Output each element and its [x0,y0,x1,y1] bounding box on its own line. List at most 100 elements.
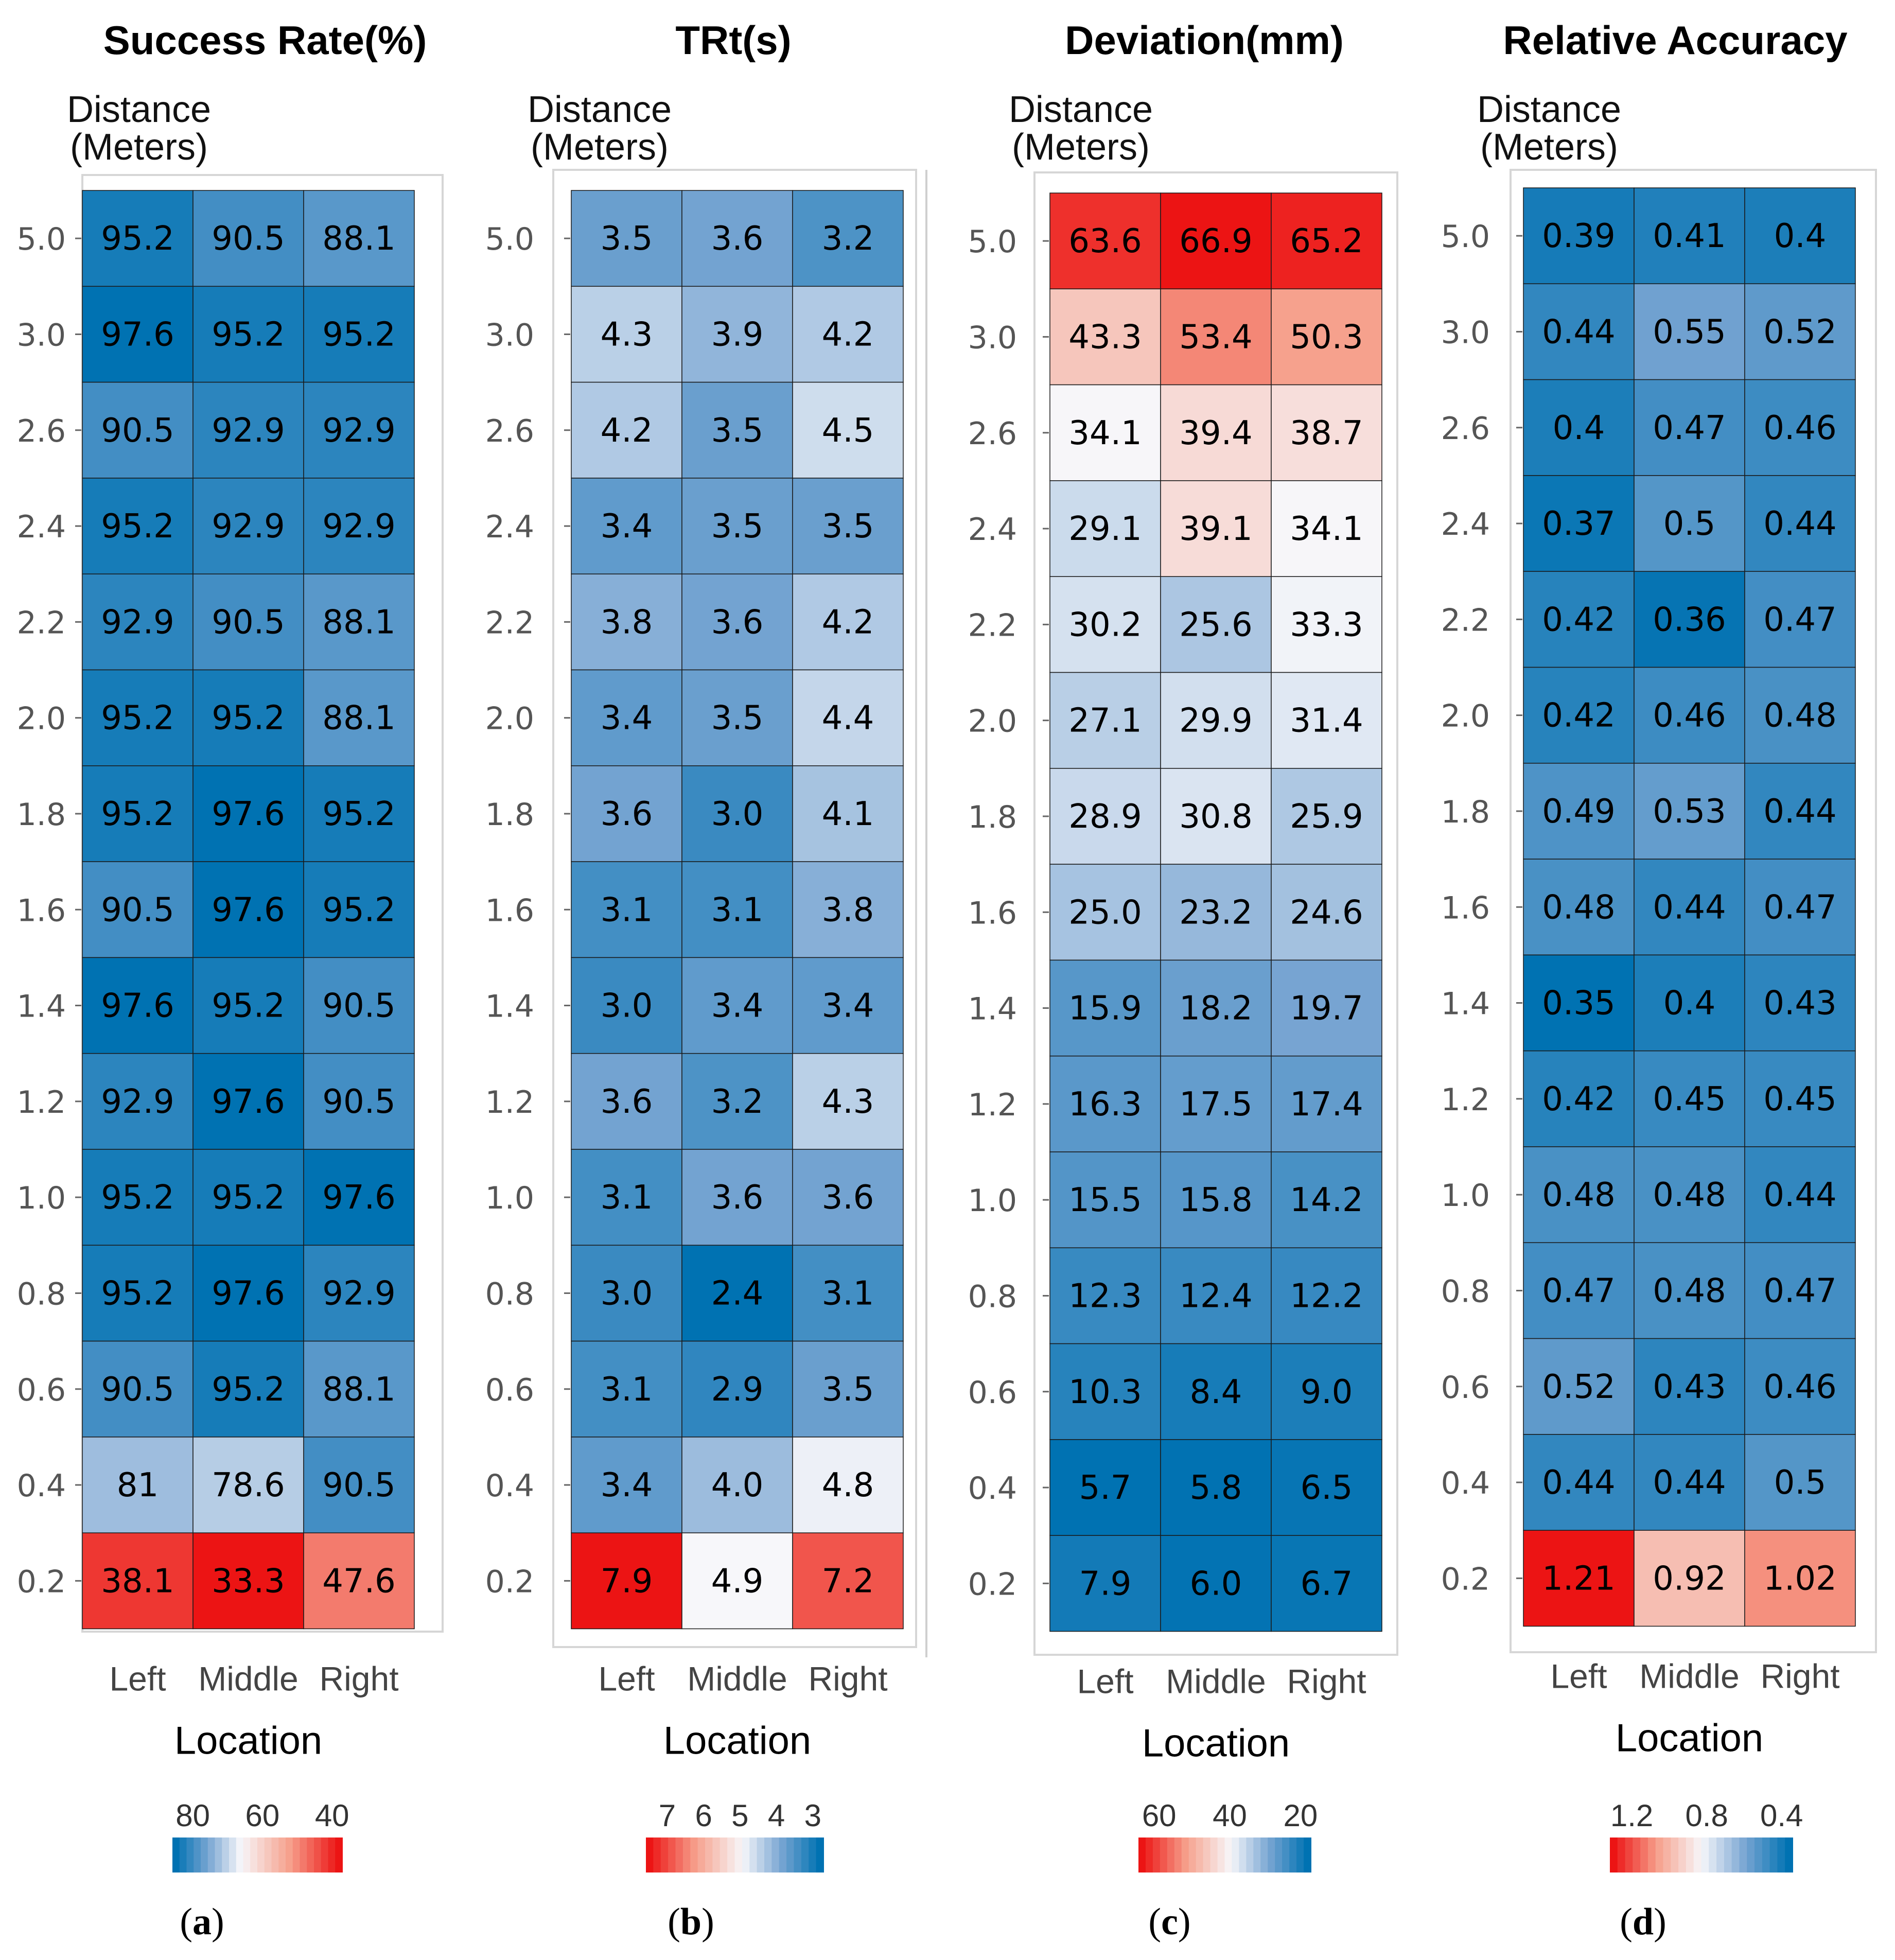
panel-tag: (c) [1148,1901,1190,1943]
cell-value-label: 4.3 [822,1083,874,1121]
y-tick-label: 1.6 [968,895,1017,931]
legend-swatch [1224,1837,1233,1872]
heatmap-cell-1.6-middle [1160,864,1272,961]
heatmap-cell-1.2-right [303,1053,415,1150]
legend-swatch [660,1837,669,1872]
cell-value-label: 3.4 [822,987,874,1025]
y-tick-label: 2.0 [968,704,1017,740]
cell-value-label: 3.0 [601,987,653,1025]
heatmap-cells: 95.2 90.5 88.1 97.6 95.2 95.2 90.5 92.9 92.9 95.2… [82,190,415,1630]
legend-tick-label: 60 [1142,1798,1177,1833]
cell-value-label: 10.3 [1068,1373,1142,1411]
heatmap-cell-1.4-middle [1634,954,1745,1052]
y-tick-label: 0.6 [485,1372,534,1408]
cell-value-label: 3.9 [711,316,764,354]
legend-swatch [801,1837,810,1872]
legend-swatch [727,1837,735,1872]
heatmap-cell-2.0-middle [681,669,793,766]
legend-swatch [194,1837,201,1872]
heatmap-cell-3.0-left [571,286,682,383]
heatmap-cell-1.4-right [303,957,415,1054]
cell-value-label: 16.3 [1068,1086,1142,1124]
heatmap-cell-1.8-right [1744,763,1856,860]
legend-swatch [1304,1837,1311,1872]
panel-tag-letter: a [192,1901,212,1943]
y-tick-label: 5.0 [968,224,1017,260]
legend-swatch [1671,1837,1679,1872]
cell-value-label: 28.9 [1068,798,1142,836]
legend-swatch [1625,1837,1634,1872]
heatmap-cell-0.2-right [303,1532,415,1630]
cell-value-label: 39.1 [1179,510,1253,548]
legend-swatch [229,1837,237,1872]
x-tick-label: Middle [1166,1662,1266,1701]
chart-title: TRt(s) [675,18,791,63]
legend-swatch [646,1837,654,1872]
cell-value-label: 27.1 [1068,702,1142,740]
cell-value-label: 3.5 [711,699,764,738]
legend-swatch [1769,1837,1778,1872]
cell-value-label: 3.6 [711,603,764,641]
cell-value-label: 3.2 [822,220,874,258]
heatmap-cell-0.6-left [1049,1343,1161,1440]
cell-value-label: 0.43 [1763,985,1837,1023]
cell-value-label: 95.2 [322,316,396,354]
heatmap-cell-1.6-right [792,861,904,958]
heatmap-cell-1.0-middle [192,1149,304,1246]
cell-value-label: 0.47 [1763,601,1837,639]
legend-tick-label: 7 [659,1798,676,1833]
cell-value-label: 24.6 [1290,894,1363,932]
legend-swatch [786,1837,795,1872]
heatmap-cell-1.8-middle [681,765,793,862]
y-axis-label-line2: (Meters) [1012,127,1150,168]
cell-value-label: 5.7 [1079,1469,1132,1507]
heatmap-cell-2.4-left [1523,475,1635,572]
legend-swatch [690,1837,698,1872]
cell-value-label: 88.1 [322,699,396,738]
legend-swatch [757,1837,765,1872]
heatmap-cell-2.2-right [303,573,415,671]
legend-swatch [222,1837,230,1872]
cell-value-label: 0.44 [1542,1464,1616,1502]
heatmap-cell-2.2-middle [681,573,793,671]
heatmap-cell-2.4-right [792,478,904,574]
legend-tick-label: 4 [768,1798,785,1833]
heatmap-cell-5.0-right [1744,187,1856,285]
cell-value-label: 4.2 [601,412,653,450]
heatmap-cell-1.0-right [792,1149,904,1246]
cell-value-label: 0.4 [1774,217,1827,255]
cell-value-label: 92.9 [101,603,174,641]
legend-swatch [307,1837,314,1872]
heatmap-cell-2.0-middle [1160,672,1272,769]
heatmap-cell-2.6-middle [1160,384,1272,481]
heatmap-cell-0.8-right [1744,1242,1856,1339]
cell-value-label: 3.6 [711,220,764,258]
cell-value-label: 3.5 [601,220,653,258]
x-tick-label: Middle [687,1660,787,1698]
cell-value-label: 95.2 [212,987,285,1025]
cell-value-label: 88.1 [322,1371,396,1409]
cell-value-label: 4.2 [822,603,874,641]
heatmap-cell-3.0-left [82,286,194,383]
y-tick-label: 1.8 [1441,794,1490,830]
y-tick-label: 1.4 [1441,986,1490,1022]
cell-value-label: 39.4 [1179,414,1253,452]
cell-value-label: 97.6 [101,316,174,354]
heatmap-cell-0.2-left [1523,1530,1635,1627]
legend-swatch [300,1837,308,1872]
cell-value-label: 33.3 [1290,606,1363,644]
heatmap-cell-2.2-middle [1634,571,1745,668]
cell-value-label: 17.5 [1179,1086,1253,1124]
cell-value-label: 0.48 [1653,1176,1726,1214]
heatmap-cell-1.6-right [1271,864,1382,961]
cell-value-label: 0.46 [1763,1368,1837,1406]
cell-value-label: 97.6 [212,795,285,833]
legend-tick-label: 80 [176,1798,210,1833]
cell-value-label: 63.6 [1068,222,1142,260]
cell-value-label: 3.1 [601,891,653,929]
heatmap-cell-2.0-middle [192,669,304,766]
heatmap-cell-1.0-right [303,1149,415,1246]
cell-value-label: 0.47 [1542,1272,1616,1310]
panel-tag: (a) [180,1901,224,1943]
